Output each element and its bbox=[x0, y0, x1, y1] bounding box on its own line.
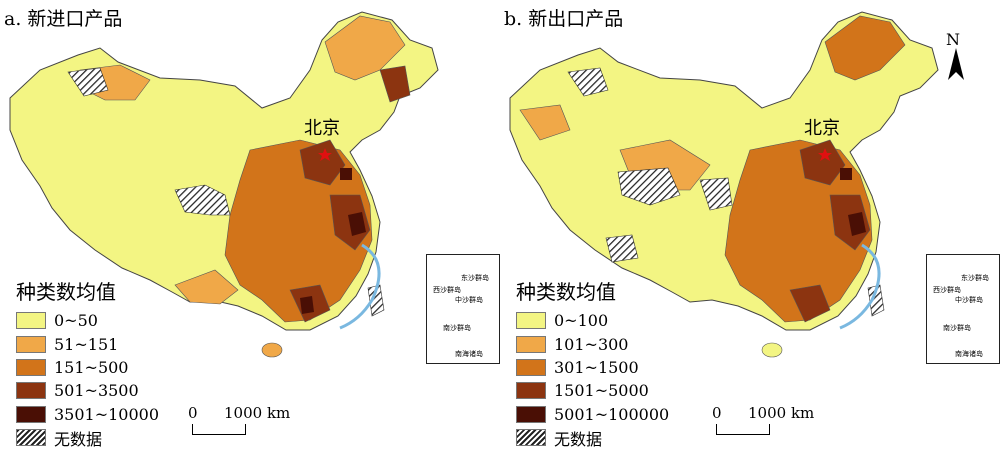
legend-item: 501~3500 bbox=[16, 379, 159, 402]
map-panel-b: b. 新出口产品 北京 种类数均值 0~100 101~300 301~1500… bbox=[500, 0, 1000, 449]
legend-swatch bbox=[516, 335, 546, 353]
north-arrow-label: N bbox=[946, 30, 960, 49]
legend-b: 种类数均值 0~100 101~300 301~1500 1501~5000 5… bbox=[516, 276, 669, 449]
panel-title-b: b. 新出口产品 bbox=[504, 8, 624, 30]
legend-swatch bbox=[516, 429, 546, 447]
beijing-label-b: 北京 bbox=[804, 118, 840, 139]
legend-item: 1501~5000 bbox=[516, 379, 669, 402]
legend-item: 151~500 bbox=[16, 356, 159, 379]
panel-title-a: a. 新进口产品 bbox=[4, 8, 123, 30]
legend-title-b: 种类数均值 bbox=[516, 280, 616, 304]
legend-item: 101~300 bbox=[516, 332, 669, 355]
legend-title-a: 种类数均值 bbox=[16, 280, 116, 304]
legend-item: 无数据 bbox=[516, 426, 669, 449]
legend-item: 51~151 bbox=[16, 332, 159, 355]
china-map-a bbox=[9, 11, 439, 358]
legend-a: 种类数均值 0~50 51~151 151~500 501~3500 3501~… bbox=[16, 276, 159, 449]
legend-swatch bbox=[16, 429, 46, 447]
legend-swatch bbox=[16, 312, 46, 330]
legend-swatch bbox=[516, 405, 546, 423]
legend-item: 3501~10000 bbox=[16, 403, 159, 426]
legend-swatch bbox=[516, 382, 546, 400]
legend-swatch bbox=[16, 405, 46, 423]
legend-item: 301~1500 bbox=[516, 356, 669, 379]
china-map-b bbox=[509, 11, 964, 358]
map-panel-a: a. 新进口产品 北京 种类数均值 0~50 51~151 151~500 50… bbox=[0, 0, 500, 449]
south-china-sea-inset-a: 东沙群岛 西沙群岛 中沙群岛 南沙群岛 南海诸岛 bbox=[426, 254, 500, 364]
legend-item: 无数据 bbox=[16, 426, 159, 449]
legend-swatch bbox=[16, 358, 46, 376]
legend-swatch bbox=[516, 312, 546, 330]
beijing-label-a: 北京 bbox=[304, 118, 340, 139]
legend-swatch bbox=[16, 335, 46, 353]
legend-item: 0~50 bbox=[16, 309, 159, 332]
south-china-sea-inset-b: 东沙群岛 西沙群岛 中沙群岛 南沙群岛 南海诸岛 bbox=[926, 254, 1000, 364]
legend-swatch bbox=[516, 358, 546, 376]
legend-item: 5001~100000 bbox=[516, 403, 669, 426]
legend-item: 0~100 bbox=[516, 309, 669, 332]
legend-swatch bbox=[16, 382, 46, 400]
